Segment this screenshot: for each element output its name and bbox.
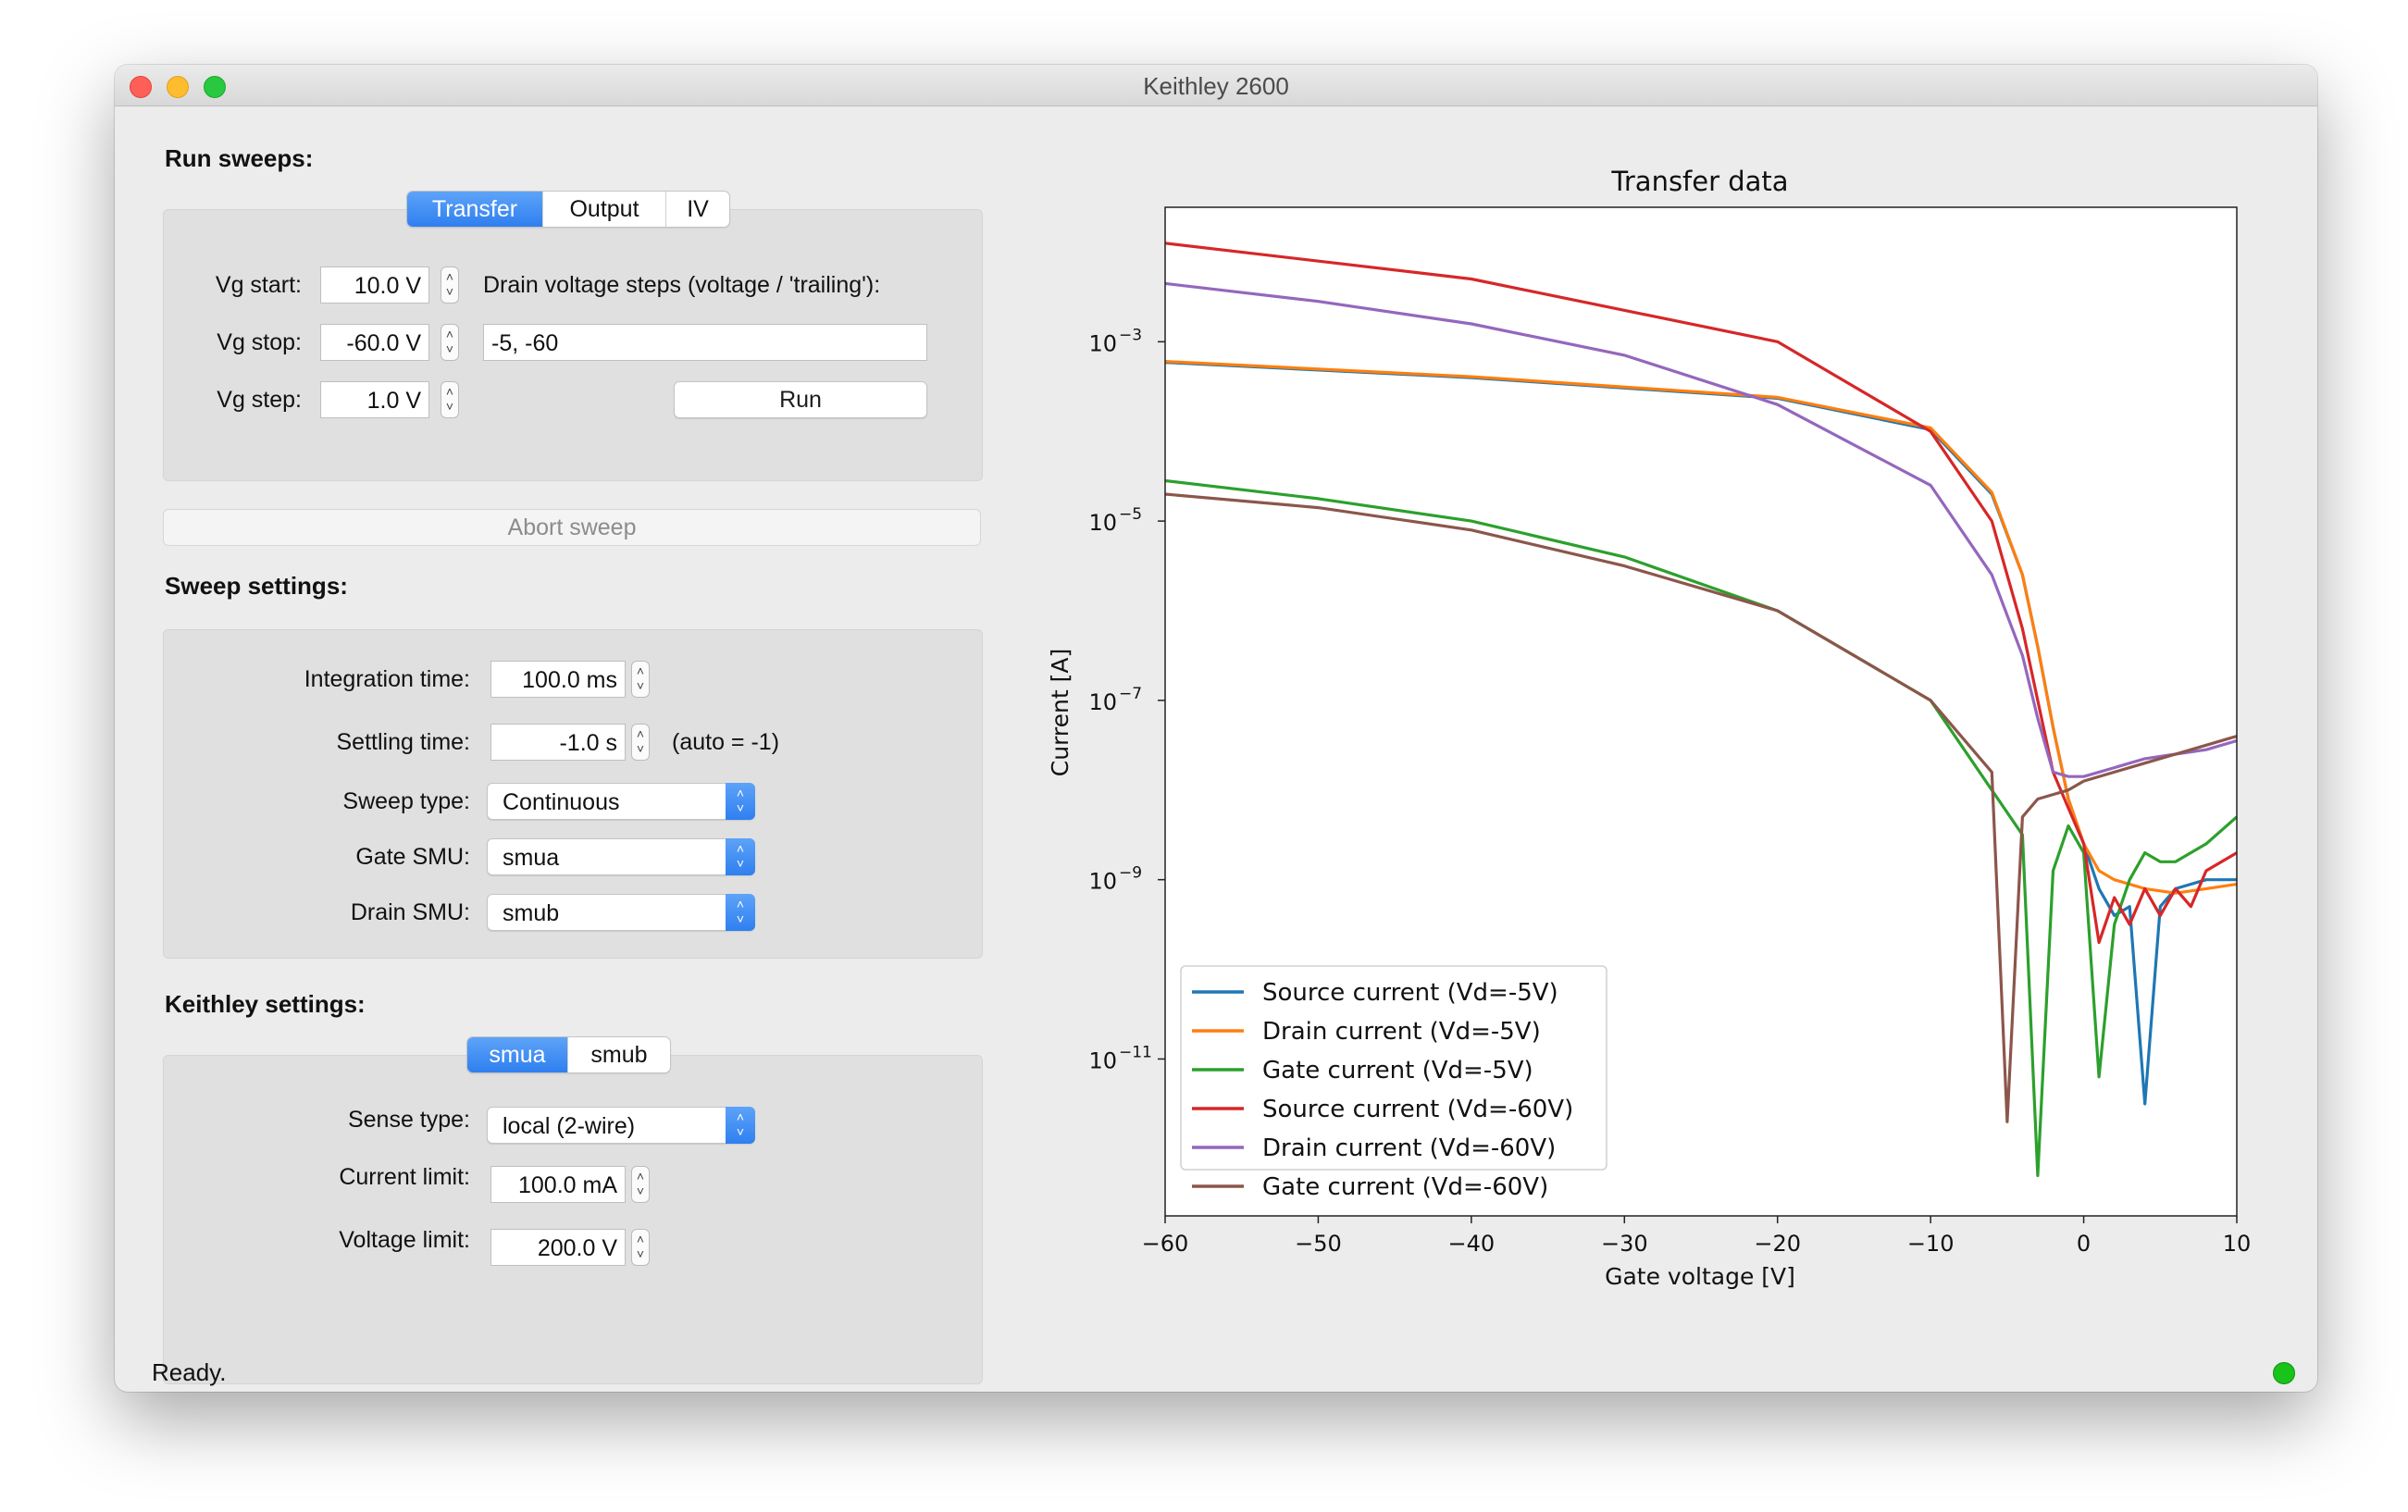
popup-arrows-icon: ˄ ˅: [726, 783, 755, 820]
y-tick-exponent: −11: [1119, 1043, 1152, 1061]
series-line-4: [1164, 242, 2238, 945]
current-limit-stepper-icon[interactable]: ˄ ˅: [631, 1166, 650, 1203]
x-tick-label: −10: [1907, 1231, 1955, 1257]
legend-label-4: Source current (Vd=-60V): [1262, 1096, 1573, 1123]
legend-label-1: Source current (Vd=-5V): [1262, 979, 1558, 1007]
y-tick-exponent: −9: [1119, 864, 1142, 883]
y-tick-label: 10: [1088, 689, 1117, 715]
integration-time-stepper-icon[interactable]: ˄ ˅: [631, 661, 650, 698]
vg-step-label: Vg step:: [217, 387, 302, 413]
minimize-window-button[interactable]: [167, 76, 189, 98]
legend-label-2: Drain current (Vd=-5V): [1262, 1018, 1541, 1046]
sweep-type-value: Continuous: [503, 789, 620, 815]
legend-label-5: Drain current (Vd=-60V): [1262, 1134, 1556, 1162]
legend-label-3: Gate current (Vd=-5V): [1262, 1057, 1533, 1084]
y-axis-label: Current [A]: [1047, 649, 1074, 776]
sense-type-select[interactable]: local (2-wire) ˄ ˅: [487, 1107, 755, 1144]
x-tick-label: −30: [1601, 1231, 1648, 1257]
current-limit-label: Current limit:: [339, 1164, 470, 1190]
title-bar: Keithley 2600: [115, 65, 2317, 106]
x-tick-label: −50: [1295, 1231, 1342, 1257]
y-tick-exponent: −3: [1119, 326, 1142, 344]
gate-smu-label: Gate SMU:: [355, 844, 470, 870]
chart-title: Transfer data: [1610, 166, 1788, 197]
series-line-5: [1164, 281, 2238, 778]
voltage-limit-stepper-icon[interactable]: ˄ ˅: [631, 1229, 650, 1266]
voltage-limit-label: Voltage limit:: [339, 1227, 470, 1253]
voltage-limit-field[interactable]: 200.0 V: [490, 1229, 626, 1266]
y-tick-exponent: −5: [1119, 505, 1142, 524]
series-line-3: [1164, 478, 2239, 1178]
y-tick-label: 10: [1088, 869, 1117, 895]
gate-smu-select[interactable]: smua ˄ ˅: [487, 838, 755, 875]
keithley-settings-heading: Keithley settings:: [165, 990, 366, 1018]
close-window-button[interactable]: [130, 76, 152, 98]
drain-steps-label: Drain voltage steps (voltage / 'trailing…: [483, 272, 881, 298]
status-indicator-icon: [2273, 1362, 2295, 1384]
vg-start-field[interactable]: 10.0 V: [320, 266, 429, 304]
vg-stop-field[interactable]: -60.0 V: [320, 324, 429, 361]
popup-arrows-icon: ˄ ˅: [726, 1107, 755, 1144]
run-button[interactable]: Run: [674, 381, 927, 418]
drain-smu-label: Drain SMU:: [350, 899, 470, 925]
tab-transfer[interactable]: Transfer: [407, 192, 543, 227]
x-axis-label: Gate voltage [V]: [1605, 1263, 1795, 1290]
popup-arrows-icon: ˄ ˅: [726, 838, 755, 875]
y-tick-label: 10: [1088, 1047, 1117, 1073]
smu-tabs: smua smub: [466, 1036, 671, 1073]
legend-box: [1180, 965, 1607, 1171]
vg-start-stepper-icon[interactable]: ˄ ˅: [441, 266, 459, 304]
settling-time-label: Settling time:: [336, 729, 470, 755]
drain-steps-field[interactable]: -5, -60: [483, 324, 927, 361]
vg-start-label: Vg start:: [215, 272, 302, 298]
y-tick-label: 10: [1088, 510, 1117, 536]
vg-step-field[interactable]: 1.0 V: [320, 381, 429, 418]
settling-time-hint: (auto = -1): [672, 729, 780, 755]
run-sweeps-heading: Run sweeps:: [165, 144, 314, 172]
vg-stop-label: Vg stop:: [217, 329, 302, 355]
sense-type-value: local (2-wire): [503, 1113, 636, 1139]
sweep-type-select[interactable]: Continuous ˄ ˅: [487, 783, 755, 820]
tab-output[interactable]: Output: [543, 192, 666, 227]
app-window: Keithley 2600 Run sweeps: Transfer Outpu…: [115, 65, 2317, 1392]
x-tick-label: −20: [1754, 1231, 1801, 1257]
current-limit-field[interactable]: 100.0 mA: [490, 1166, 626, 1203]
x-tick-label: 0: [2077, 1231, 2091, 1257]
x-tick-label: −60: [1142, 1231, 1189, 1257]
sweep-type-tabs: Transfer Output IV: [406, 191, 730, 228]
settling-time-field[interactable]: -1.0 s: [490, 724, 626, 761]
plot-frame: [1164, 206, 2238, 1217]
tab-iv[interactable]: IV: [687, 196, 709, 222]
vg-stop-stepper-icon[interactable]: ˄ ˅: [441, 324, 459, 361]
x-tick-label: 10: [2223, 1231, 2252, 1257]
x-tick-label: −40: [1448, 1231, 1496, 1257]
settling-time-stepper-icon[interactable]: ˄ ˅: [631, 724, 650, 761]
drain-smu-select[interactable]: smub ˄ ˅: [487, 894, 755, 931]
window-title: Keithley 2600: [1143, 72, 1289, 100]
tab-smub[interactable]: smub: [590, 1042, 648, 1068]
abort-sweep-button[interactable]: Abort sweep: [163, 509, 981, 546]
y-tick-label: 10: [1088, 330, 1117, 356]
sweep-settings-heading: Sweep settings:: [165, 572, 348, 600]
gate-smu-value: smua: [503, 845, 560, 871]
zoom-window-button[interactable]: [204, 76, 226, 98]
series-line-2: [1164, 360, 2238, 895]
popup-arrows-icon: ˄ ˅: [726, 894, 755, 931]
vg-step-stepper-icon[interactable]: ˄ ˅: [441, 381, 459, 418]
integration-time-field[interactable]: 100.0 ms: [490, 661, 626, 698]
status-text: Ready.: [152, 1358, 227, 1386]
sense-type-label: Sense type:: [347, 1107, 470, 1133]
legend-label-6: Gate current (Vd=-60V): [1262, 1173, 1548, 1201]
integration-time-label: Integration time:: [304, 666, 470, 692]
series-line-6: [1164, 492, 2238, 1123]
y-tick-exponent: −7: [1119, 685, 1142, 703]
sweep-type-label: Sweep type:: [342, 788, 470, 814]
drain-smu-value: smub: [503, 900, 560, 926]
tab-smua[interactable]: smua: [467, 1037, 568, 1072]
